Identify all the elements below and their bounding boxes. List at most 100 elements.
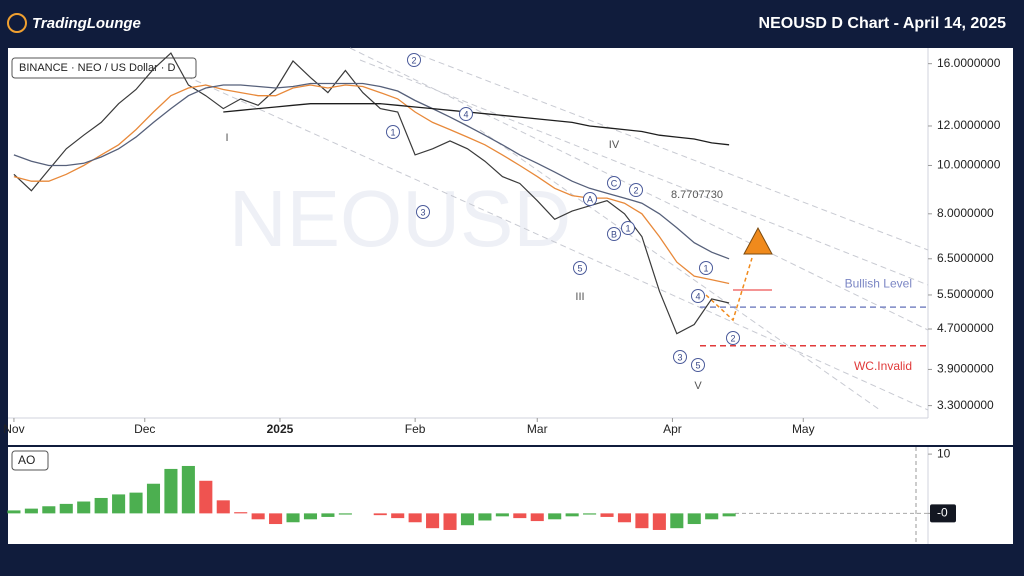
ao-bar <box>460 513 475 526</box>
y-tick-label: 4.7000000 <box>937 321 994 335</box>
ao-bar <box>112 494 126 514</box>
wave-label: 2 <box>633 185 638 195</box>
x-tick-label: Mar <box>527 422 548 436</box>
x-tick-label: 2025 <box>267 422 294 436</box>
ao-bar <box>530 513 544 522</box>
wave-circle <box>459 107 473 121</box>
ao-bar <box>164 468 178 514</box>
x-tick-label: Apr <box>663 422 682 436</box>
ao-bar <box>42 506 56 514</box>
ao-bar <box>181 465 195 514</box>
wave-circle <box>386 125 400 139</box>
ao-bar <box>652 513 666 530</box>
wave-label: A <box>587 194 593 204</box>
y-tick-label: 5.5000000 <box>937 287 994 301</box>
wave-circle <box>673 350 687 364</box>
ao-bar <box>391 513 405 519</box>
wave-circle <box>699 261 713 275</box>
wave-label: 4 <box>695 291 700 301</box>
ao-bar <box>77 501 91 514</box>
wave-label: 5 <box>577 263 582 273</box>
ao-bar <box>583 513 597 515</box>
ao-bar <box>635 513 649 529</box>
channel-line <box>149 59 929 411</box>
value-box <box>930 504 956 523</box>
y-tick-label: 6.5000000 <box>937 251 994 265</box>
ao-bar <box>338 513 352 515</box>
wave-label: 1 <box>390 127 395 137</box>
wave-label: 5 <box>695 360 700 370</box>
ao-bar <box>269 513 283 525</box>
projection-path <box>705 257 753 322</box>
y-tick-label: 12.0000000 <box>937 118 1001 132</box>
ao-box <box>11 450 49 471</box>
series-line <box>13 84 730 285</box>
wave-circle <box>629 183 643 197</box>
wave-circle <box>583 192 597 206</box>
wave-label: 2 <box>411 55 416 65</box>
wave-circle <box>573 261 587 275</box>
wave-circle <box>607 176 621 190</box>
ao-bar <box>234 512 248 514</box>
ao-bar <box>443 513 457 530</box>
wave-label: III <box>575 291 584 303</box>
y-tick-label: -0 <box>937 506 948 520</box>
x-tick-label: May <box>792 422 815 436</box>
series-line <box>223 103 730 146</box>
ao-bar <box>687 513 701 525</box>
wave-circle <box>621 221 635 235</box>
series-line <box>13 52 730 335</box>
wave-label: 8.7707730 <box>671 189 723 201</box>
wave-label: 3 <box>677 352 682 362</box>
x-tick-label: Feb <box>405 422 426 436</box>
target-triangle <box>743 226 773 255</box>
ao-bar <box>216 500 230 514</box>
ao-bar <box>24 508 38 514</box>
ao-bar <box>670 513 684 529</box>
y-tick-label: 10.0000000 <box>937 158 1001 172</box>
ao-bar <box>617 513 632 523</box>
channel-line <box>479 129 881 411</box>
ao-bar <box>303 513 318 520</box>
wave-label: C <box>611 178 618 188</box>
y-tick-label: 10 <box>937 446 951 460</box>
wave-label: B <box>611 229 617 239</box>
wave-circle <box>407 53 421 67</box>
ao-bar <box>199 480 213 514</box>
ao-bar <box>286 513 300 523</box>
x-tick-label: Nov <box>3 422 24 436</box>
y-tick-label: 16.0000000 <box>937 56 1001 70</box>
ao-bar <box>59 503 73 514</box>
wave-label: 4 <box>463 109 468 119</box>
logo: TradingLounge <box>32 15 141 32</box>
ao-bar <box>129 492 143 514</box>
y-tick-label: 8.0000000 <box>937 206 994 220</box>
header-title: NEOUSD D Chart - April 14, 2025 <box>759 15 1007 32</box>
logo-icon <box>7 13 27 33</box>
wave-label: V <box>694 380 702 392</box>
symbol-label: BINANCE · NEO / US Dollar · D <box>19 62 176 74</box>
ao-bar <box>94 497 108 514</box>
wave-circle <box>691 358 705 372</box>
wave-circle <box>691 289 705 303</box>
wave-circle <box>607 227 621 241</box>
wave-label: 2 <box>730 333 735 343</box>
level-label: Bullish Level <box>845 276 912 290</box>
channel-line <box>359 59 929 286</box>
y-tick-label: 3.9000000 <box>937 362 994 376</box>
ao-bar <box>548 513 562 520</box>
ao-bar <box>7 510 21 514</box>
ao-bar <box>478 513 492 521</box>
wave-label: 3 <box>420 207 425 217</box>
watermark: NEOUSD <box>229 174 571 263</box>
ao-label: AO <box>18 453 35 467</box>
channel-line <box>419 54 929 251</box>
ao-bar <box>565 513 579 517</box>
wave-label: IV <box>609 139 620 151</box>
ao-bar <box>251 513 265 520</box>
ao-bar <box>321 513 335 517</box>
ao-bar <box>495 513 509 517</box>
series-line <box>13 82 730 260</box>
ao-bar <box>146 483 161 514</box>
